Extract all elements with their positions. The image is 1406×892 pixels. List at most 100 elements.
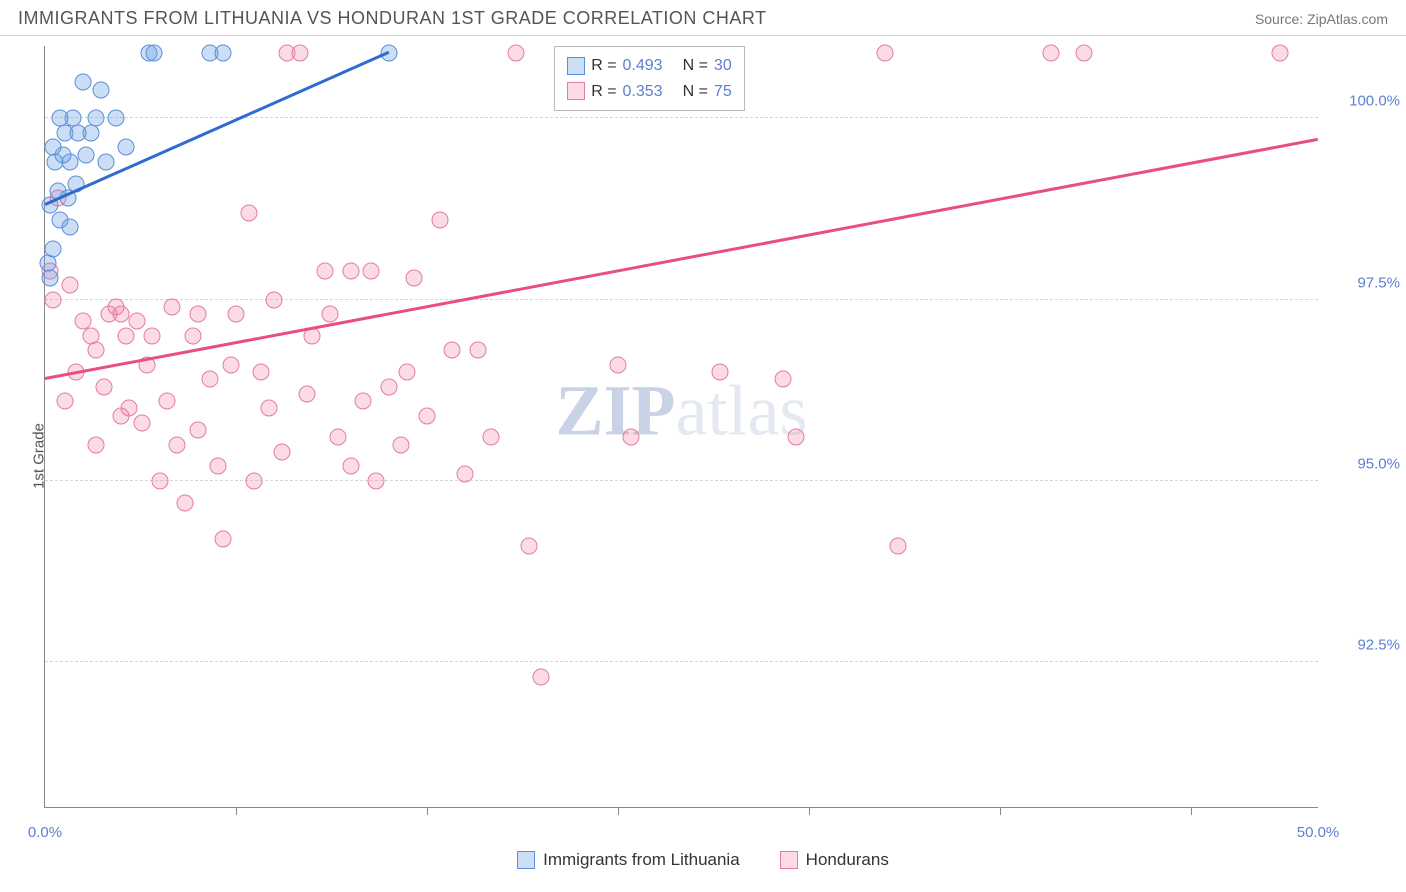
data-point [215,530,232,547]
gridline [45,299,1318,300]
data-point [87,436,104,453]
data-point [342,458,359,475]
data-point [128,313,145,330]
data-point [317,262,334,279]
legend-item: Immigrants from Lithuania [517,850,740,870]
y-tick-label: 100.0% [1328,93,1400,110]
x-tick [618,807,619,815]
data-point [62,219,79,236]
title-bar: IMMIGRANTS FROM LITHUANIA VS HONDURAN 1S… [0,0,1406,36]
data-point [62,277,79,294]
stats-legend: R = 0.493N = 30R = 0.353N = 75 [554,46,745,111]
data-point [1075,45,1092,62]
data-point [533,668,550,685]
data-point [184,327,201,344]
data-point [44,139,61,156]
y-tick-label: 95.0% [1328,455,1400,472]
data-point [355,393,372,410]
data-point [380,378,397,395]
x-tick-label: 0.0% [28,824,62,841]
data-point [87,110,104,127]
data-point [57,393,74,410]
data-point [77,146,94,163]
data-point [151,472,168,489]
data-point [118,327,135,344]
legend-item: Hondurans [780,850,889,870]
data-point [1042,45,1059,62]
x-tick [1000,807,1001,815]
x-tick [1191,807,1192,815]
data-point [189,422,206,439]
stats-legend-row: R = 0.493N = 30 [567,53,732,79]
data-point [418,407,435,424]
data-point [261,400,278,417]
data-point [398,364,415,381]
data-point [469,342,486,359]
data-point [508,45,525,62]
data-point [227,306,244,323]
source-label: Source: ZipAtlas.com [1255,11,1388,27]
data-point [322,306,339,323]
data-point [42,269,59,286]
data-point [121,400,138,417]
data-point [329,429,346,446]
data-point [177,494,194,511]
data-point [482,429,499,446]
data-point [1271,45,1288,62]
data-point [108,110,125,127]
data-point [266,291,283,308]
data-point [362,262,379,279]
plot-area: ZIPatlas R = 0.493N = 30R = 0.353N = 75 … [44,46,1318,808]
data-point [291,45,308,62]
data-point [342,262,359,279]
data-point [75,74,92,91]
data-point [431,211,448,228]
data-point [98,153,115,170]
gridline [45,480,1318,481]
data-point [889,538,906,555]
gridline [45,661,1318,662]
data-point [169,436,186,453]
data-point [87,342,104,359]
data-point [222,356,239,373]
x-tick-label: 50.0% [1297,824,1340,841]
data-point [210,458,227,475]
data-point [240,204,257,221]
data-point [444,342,461,359]
data-point [215,45,232,62]
data-point [520,538,537,555]
data-point [299,385,316,402]
data-point [108,298,125,315]
watermark: ZIPatlas [556,370,808,453]
data-point [133,414,150,431]
trend-line [45,138,1318,380]
data-point [711,364,728,381]
data-point [93,81,110,98]
data-point [146,45,163,62]
x-tick [236,807,237,815]
data-point [609,356,626,373]
series-legend: Immigrants from Lithuania Hondurans [0,850,1406,870]
data-point [367,472,384,489]
data-point [245,472,262,489]
data-point [95,378,112,395]
data-point [406,269,423,286]
data-point [273,443,290,460]
data-point [118,139,135,156]
data-point [164,298,181,315]
data-point [877,45,894,62]
data-point [39,255,56,272]
data-point [52,110,69,127]
data-point [159,393,176,410]
data-point [44,291,61,308]
data-point [393,436,410,453]
data-point [143,327,160,344]
data-point [775,371,792,388]
x-tick [427,807,428,815]
data-point [189,306,206,323]
data-point [788,429,805,446]
data-point [202,371,219,388]
data-point [622,429,639,446]
stats-legend-row: R = 0.353N = 75 [567,79,732,105]
y-tick-label: 92.5% [1328,637,1400,654]
